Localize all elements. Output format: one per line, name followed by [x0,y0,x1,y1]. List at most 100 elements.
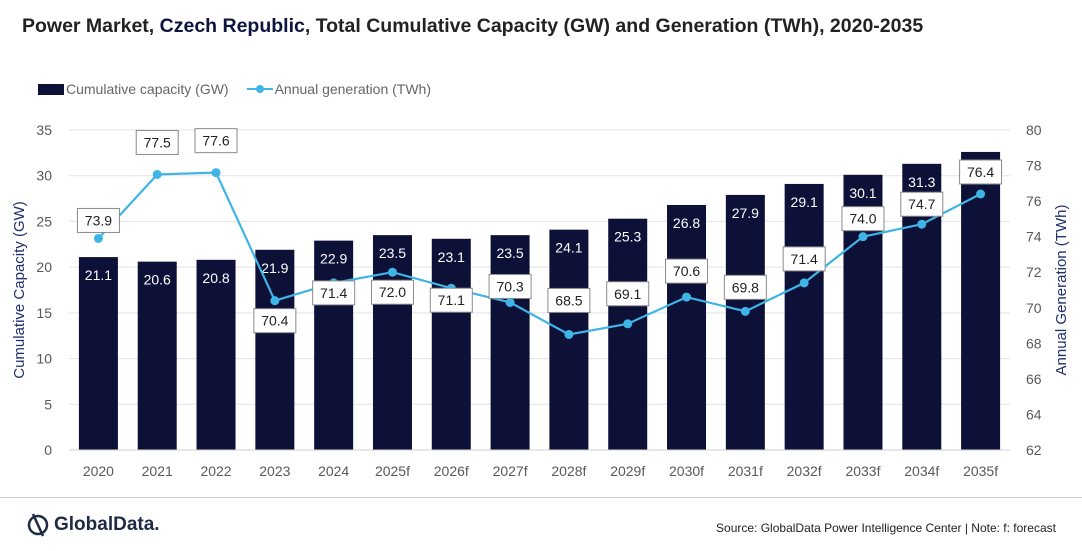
x-tick-label: 2034f [904,463,939,479]
legend-label-capacity: Cumulative capacity (GW) [66,81,229,97]
generation-label-box [370,279,414,305]
bar-value-label: 21.1 [85,267,112,283]
x-tick-label: 2029f [610,463,645,479]
generation-label-box [841,206,885,232]
y-tick-label: 15 [36,305,52,321]
bar [784,183,824,450]
generation-point [682,292,692,302]
generation-point [740,306,750,316]
bar-value-label: 29.1 [791,194,818,210]
generation-line [97,171,982,336]
bar [431,238,471,450]
generation-value-label: 71.4 [320,285,347,301]
y2-tick-label: 66 [1026,371,1042,387]
bar-value-label: 23.1 [438,249,465,265]
x-tick-label: 2033f [845,463,880,479]
x-tick-label: 2024 [318,463,349,479]
generation-label-box [253,308,297,334]
generation-point [623,319,633,329]
generation-point [93,233,103,243]
generation-point [387,267,397,277]
generation-value-label: 69.8 [732,279,759,295]
legend-item-capacity: Cumulative capacity (GW) [38,81,229,97]
bar [372,235,412,450]
generation-value-label: 77.5 [144,134,171,150]
generation-point [858,232,868,242]
generation-label-box [665,258,709,284]
chart-title: Power Market, Czech Republic, Total Cumu… [22,15,924,37]
y-tick-label: 30 [36,168,52,184]
generation-label-box [606,281,650,307]
y-tick-label: 35 [36,122,52,138]
legend-label-generation: Annual generation (TWh) [274,81,432,97]
footer-divider [0,497,1082,498]
generation-label-box [782,246,826,272]
generation-point [917,219,927,229]
bar-value-label: 20.6 [144,272,171,288]
x-tick-label: 2032f [787,463,822,479]
generation-value-label: 70.6 [673,263,700,279]
bar [667,204,707,450]
y-axis-title: Cumulative Capacity (GW) [11,201,28,379]
x-tick-label: 2021 [142,463,173,479]
y2-tick-label: 74 [1026,229,1042,245]
globaldata-logo: GlobalData. [26,512,160,538]
generation-value-label: 68.5 [555,292,582,308]
y2-tick-label: 62 [1026,442,1042,458]
legend-swatch-bar [38,83,64,95]
bar-value-label: 20.8 [202,270,229,286]
x-tick-label: 2027f [493,463,528,479]
bar-value-label: 30.1 [849,185,876,201]
legend-swatch-line [246,85,273,93]
x-tick-label: 2030f [669,463,704,479]
logo-text: GlobalData. [54,514,160,535]
bar-value-label: 25.3 [614,229,641,245]
generation-label-box [76,207,120,233]
generation-point [799,278,809,288]
x-tick-label: 2026f [434,463,469,479]
generation-label-box [135,129,179,155]
y2-tick-label: 80 [1026,122,1042,138]
bar [608,218,648,450]
generation-label-box [900,191,944,217]
y-tick-label: 20 [36,259,52,275]
generation-label-box [488,273,532,299]
x-tick-label: 2023 [259,463,290,479]
generation-value-label: 74.7 [908,196,935,212]
y-tick-label: 25 [36,213,52,229]
y2-tick-label: 68 [1026,335,1042,351]
generation-point [152,169,162,179]
y-tick-label: 10 [36,351,52,367]
x-tick-label: 2022 [200,463,231,479]
generation-value-label: 76.4 [967,164,994,180]
bar [725,194,765,450]
x-tick-label: 2025f [375,463,410,479]
x-tick-label: 2031f [728,463,763,479]
x-tick-label: 2035f [963,463,998,479]
x-tick-label: 2028f [551,463,586,479]
y2-tick-label: 72 [1026,264,1042,280]
generation-point [564,329,574,339]
bar-value-label: 21.9 [261,260,288,276]
bar-value-label: 31.3 [908,174,935,190]
generation-label-box [723,274,767,300]
y-tick-label: 5 [44,396,52,412]
y2-tick-label: 64 [1026,406,1042,422]
generation-value-label: 71.1 [438,292,465,308]
chart-area: 0 5 10 15 20 25 30 35 62 64 66 68 70 72 74 76 78 80 Cumula… [11,122,1070,479]
bar [255,249,295,450]
y2-tick-label: 70 [1026,300,1042,316]
generation-value-label: 73.9 [85,212,112,228]
bar [314,240,354,450]
bar-value-label: 23.5 [379,245,406,261]
y2-tick-label: 76 [1026,193,1042,209]
y-tick-label: 0 [44,442,52,458]
generation-point [976,189,986,199]
generation-label-box [547,287,591,313]
generation-label-box [194,128,238,154]
generation-value-label: 69.1 [614,286,641,302]
generation-label-box [429,287,473,313]
generation-value-label: 71.4 [791,251,818,267]
bar [78,257,118,450]
y2-tick-label: 78 [1026,158,1042,174]
